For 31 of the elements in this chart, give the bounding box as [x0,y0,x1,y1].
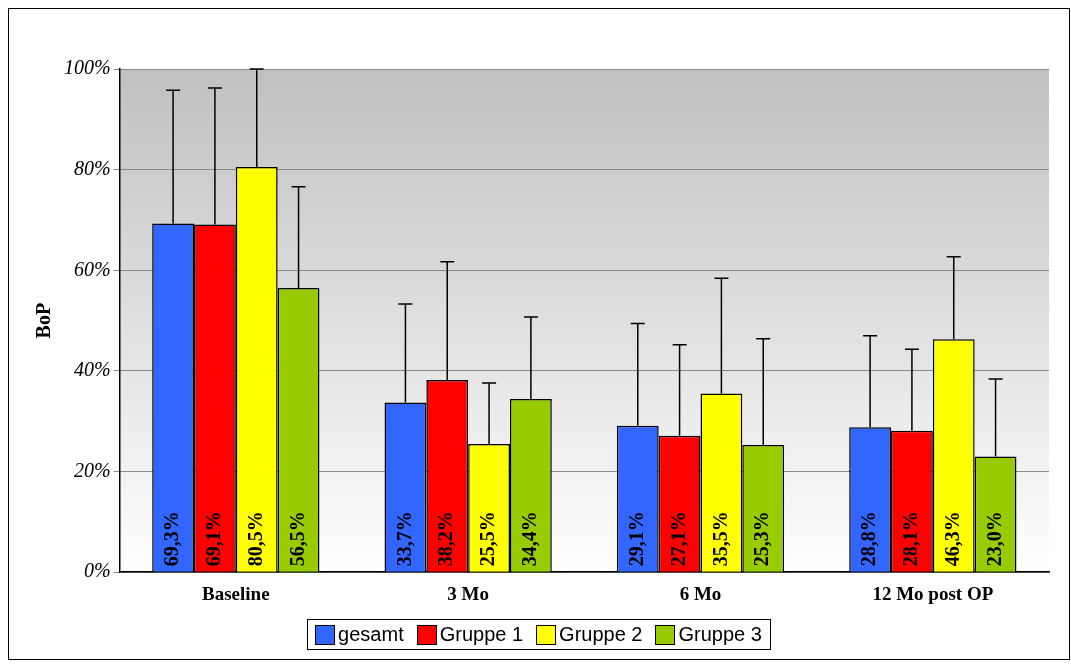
data-label: 46,3% [940,511,963,567]
x-tick-label: 12 Mo post OP [872,582,994,604]
data-label: 28,8% [857,511,880,567]
data-label: 29,1% [624,511,647,567]
y-tick-label: 0% [83,559,111,582]
data-label: 56,5% [285,511,308,567]
data-label: 69,3% [160,511,183,567]
data-label: 69,1% [202,511,225,567]
data-label: 80,5% [243,511,266,567]
data-label: 33,7% [392,511,415,567]
x-tick-label: Baseline [202,582,270,604]
data-label: 35,5% [708,511,731,567]
y-tick-label: 80% [73,156,111,179]
data-label: 38,2% [434,511,457,567]
legend-label: Gruppe 2 [559,623,643,646]
legend-label: Gruppe 1 [439,623,524,646]
data-label: 23,0% [982,511,1005,567]
y-axis-title: BoP [32,302,55,339]
y-tick-label: 100% [63,56,111,79]
x-tick-label: 6 Mo [679,582,722,604]
legend-label: gesamt [338,623,404,646]
legend-label: Gruppe 3 [678,623,762,646]
y-tick-label: 60% [73,257,111,280]
x-tick-label: 3 Mo [447,582,490,604]
data-label: 25,3% [750,511,773,567]
y-tick-label: 20% [73,458,111,481]
y-tick-label: 40% [73,358,111,381]
data-label: 27,1% [666,511,689,567]
data-label: 28,1% [899,511,922,567]
data-label: 25,5% [476,511,499,567]
data-label: 34,4% [518,511,541,567]
